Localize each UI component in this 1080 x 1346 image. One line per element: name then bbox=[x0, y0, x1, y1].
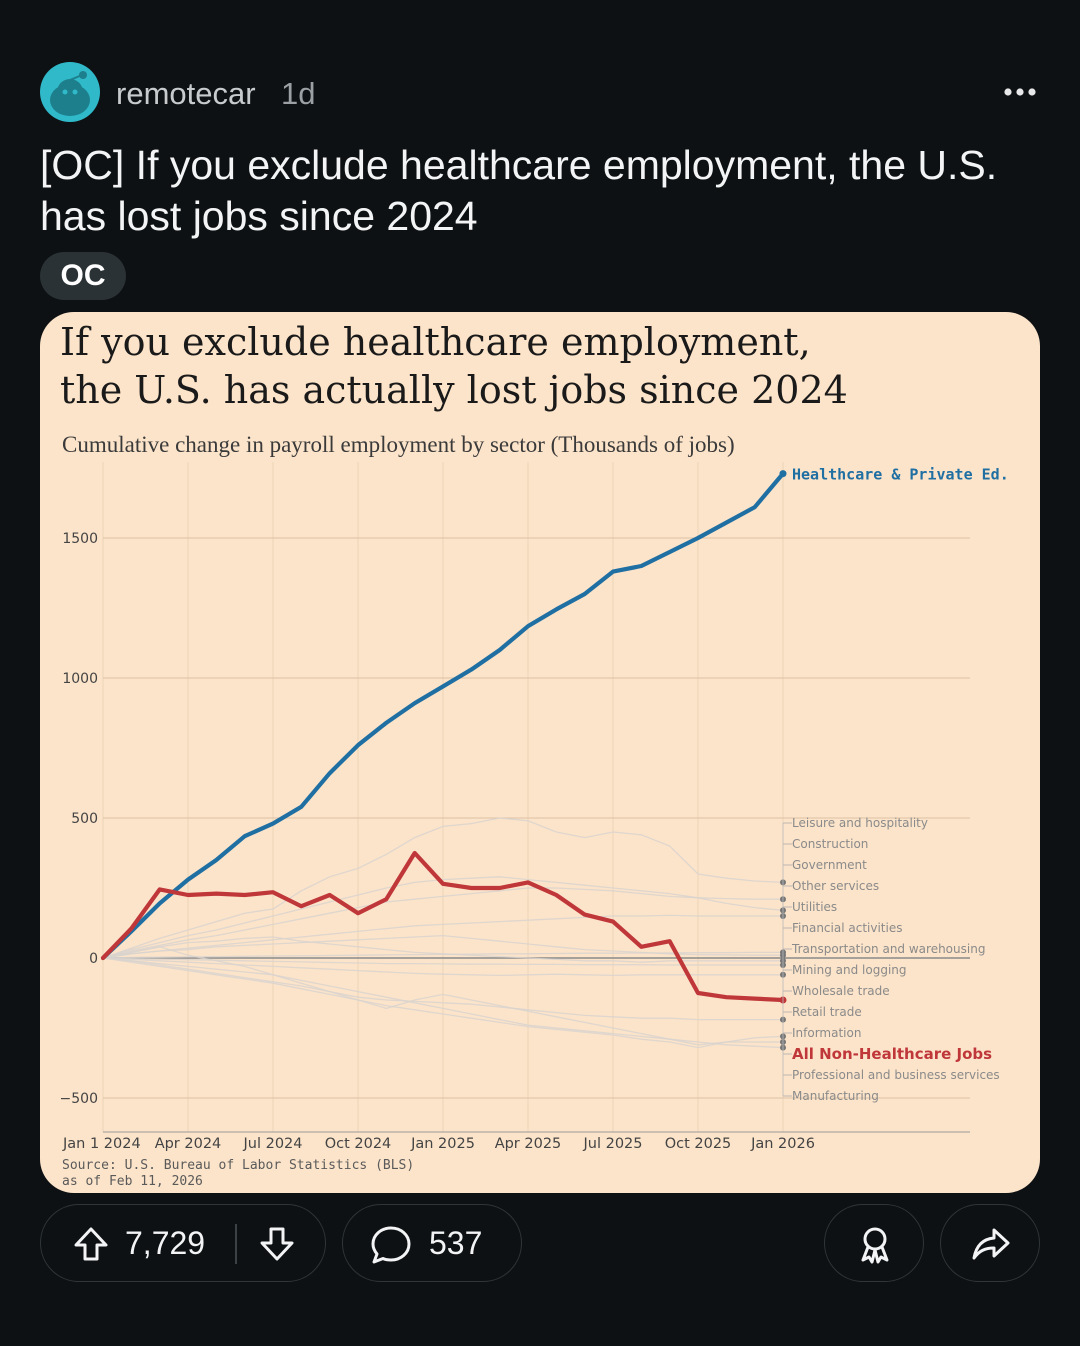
sector-line bbox=[102, 957, 783, 977]
more-options-button[interactable] bbox=[1000, 72, 1040, 112]
legend-label: Construction bbox=[792, 837, 868, 851]
sector-line bbox=[102, 957, 784, 1049]
chart-title: If you exclude healthcare employment, th… bbox=[60, 318, 1020, 414]
downvote-arrow-icon[interactable] bbox=[257, 1224, 297, 1264]
sector-line bbox=[102, 914, 783, 959]
post-header: remotecar 1d bbox=[40, 62, 1040, 124]
legend-label: Wholesale trade bbox=[792, 984, 890, 998]
snoo-avatar-icon bbox=[50, 71, 90, 116]
sector-line bbox=[102, 817, 784, 959]
legend-label: Transportation and warehousing bbox=[791, 942, 985, 956]
upvote-arrow-icon[interactable] bbox=[71, 1224, 111, 1264]
user-avatar[interactable] bbox=[40, 62, 100, 122]
chart-source-line-1: Source: U.S. Bureau of Labor Statistics … bbox=[62, 1158, 415, 1173]
chart-source-line-2: as of Feb 11, 2026 bbox=[62, 1174, 203, 1189]
chart-image-card[interactable]: If you exclude healthcare employment, th… bbox=[40, 312, 1040, 1193]
sector-line bbox=[102, 876, 784, 959]
legend-label: Other services bbox=[792, 879, 879, 893]
x-tick-label: Apr 2025 bbox=[495, 1136, 562, 1152]
series-end-dot bbox=[779, 470, 787, 478]
legend-label: Mining and logging bbox=[792, 963, 907, 977]
x-tick-label: Jul 2024 bbox=[242, 1136, 302, 1152]
sector-line bbox=[102, 957, 784, 1049]
share-button[interactable] bbox=[940, 1204, 1040, 1282]
chart-plot: 1500 1000 500 0 −500 Jan 1 2024 Apr 2024 Jul 20… bbox=[60, 462, 1009, 1152]
sector-line bbox=[102, 936, 783, 963]
vote-control: 7,729 bbox=[40, 1204, 326, 1282]
y-tick-label: −500 bbox=[60, 1091, 98, 1107]
x-tick-label: Jan 1 2024 bbox=[62, 1136, 141, 1152]
y-tick-label: 1000 bbox=[62, 671, 98, 687]
legend-label: Financial activities bbox=[792, 921, 902, 935]
legend-label: Retail trade bbox=[792, 1005, 862, 1019]
legend-label: Information bbox=[792, 1026, 861, 1040]
series-line bbox=[100, 850, 786, 1003]
post-username[interactable]: remotecar bbox=[116, 76, 256, 111]
chart-source: Source: U.S. Bureau of Labor Statistics … bbox=[62, 1158, 414, 1190]
x-tick-label: Jan 2026 bbox=[750, 1136, 815, 1152]
chart-title-line-2: the U.S. has actually lost jobs since 20… bbox=[60, 368, 848, 412]
y-tick-label: 500 bbox=[71, 811, 98, 827]
post-action-bar: 7,729 537 bbox=[40, 1204, 1040, 1284]
chart-axes: 1500 1000 500 0 −500 Jan 1 2024 Apr 2024 Jul 20… bbox=[60, 531, 970, 1152]
x-tick-label: Oct 2024 bbox=[325, 1136, 392, 1152]
x-tick-label: Apr 2024 bbox=[155, 1136, 222, 1152]
sector-line bbox=[102, 957, 783, 1021]
y-tick-label: 1500 bbox=[62, 531, 98, 547]
award-icon bbox=[861, 1227, 889, 1264]
x-tick-label: Oct 2025 bbox=[665, 1136, 732, 1152]
sector-lines bbox=[102, 817, 786, 1051]
highlight-lines bbox=[100, 470, 787, 1004]
chart-title-line-1: If you exclude healthcare employment, bbox=[60, 320, 811, 364]
share-arrow-icon bbox=[972, 1228, 1010, 1260]
post-age: 1d bbox=[281, 76, 316, 111]
more-dots-icon bbox=[1004, 88, 1036, 96]
legend-label: All Non-Healthcare Jobs bbox=[792, 1045, 992, 1063]
legend-label: Leisure and hospitality bbox=[792, 816, 928, 830]
legend-label: Professional and business services bbox=[792, 1068, 1000, 1082]
legend-label: Manufacturing bbox=[792, 1089, 879, 1103]
healthcare-series-label: Healthcare & Private Ed. bbox=[792, 466, 1009, 484]
award-button[interactable] bbox=[824, 1204, 924, 1282]
sector-line bbox=[102, 934, 783, 959]
comments-button[interactable]: 537 bbox=[342, 1204, 522, 1282]
chart-subtitle: Cumulative change in payroll employment … bbox=[62, 432, 735, 457]
x-tick-label: Jan 2025 bbox=[410, 1136, 475, 1152]
legend-label: Utilities bbox=[792, 900, 837, 914]
sector-line bbox=[102, 887, 783, 959]
x-tick-label: Jul 2025 bbox=[582, 1136, 642, 1152]
upvote-count: 7,729 bbox=[125, 1225, 206, 1261]
comment-count: 537 bbox=[429, 1225, 483, 1261]
y-tick-label: 0 bbox=[89, 951, 98, 967]
series-line bbox=[100, 471, 786, 961]
chart-labels: Healthcare & Private Ed. Leisure and hosp… bbox=[782, 466, 1009, 1103]
vote-divider bbox=[235, 1224, 237, 1264]
post-title[interactable]: [OC] If you exclude healthcare employmen… bbox=[40, 142, 998, 239]
comment-bubble-icon bbox=[371, 1226, 411, 1264]
legend-label: Government bbox=[792, 858, 867, 872]
chart-gridlines bbox=[102, 462, 970, 1132]
post-flair[interactable]: OC bbox=[40, 252, 126, 300]
